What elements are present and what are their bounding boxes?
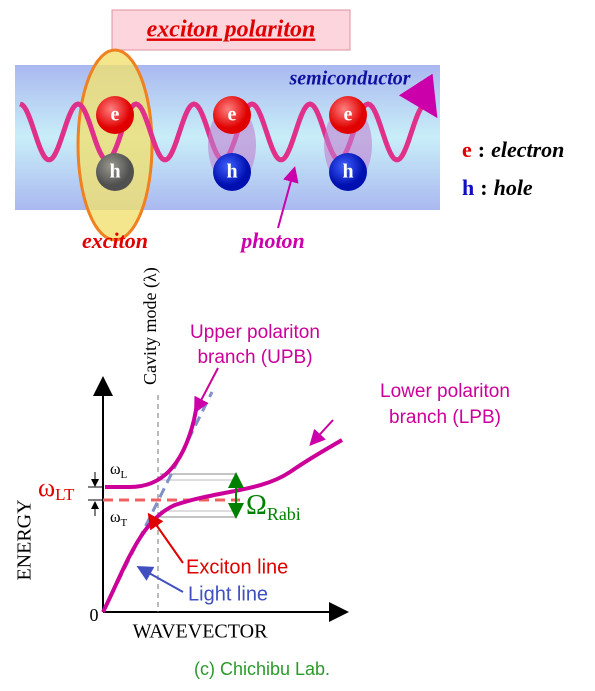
legend-symbol: e <box>462 137 472 162</box>
symbol: ω <box>38 473 55 502</box>
upper-branch <box>105 399 200 489</box>
electron-label: e <box>111 104 120 126</box>
medium-label: semiconductor <box>288 68 410 90</box>
light-arrow <box>136 566 184 593</box>
electron <box>213 96 251 134</box>
lpb-arrow <box>309 419 334 446</box>
title: exciton polariton <box>147 17 316 43</box>
lpb-label: Lower polariton <box>380 381 510 402</box>
upb-label: Upper polariton <box>190 322 320 343</box>
x-axis-label: WAVEVECTOR <box>133 621 268 643</box>
omega-l: ωL <box>110 461 128 481</box>
legend-label: electron <box>491 137 564 162</box>
legend-electron: e: electron <box>462 137 564 162</box>
y-axis-label: ENERGY <box>14 499 36 580</box>
symbol: ω <box>110 461 121 478</box>
legend-hole: h: hole <box>462 175 533 200</box>
legend-separator: : <box>480 175 487 200</box>
hole <box>96 153 134 191</box>
lpb-label: branch (LPB) <box>389 407 501 428</box>
exciton-label: exciton <box>82 228 148 253</box>
subscript: T <box>121 517 128 529</box>
hole <box>213 153 251 191</box>
electron <box>96 96 134 134</box>
omega-lt: ωLT <box>38 473 75 504</box>
upb-arrow <box>194 367 219 414</box>
exciton-arrow <box>147 512 184 564</box>
light-line-label: Light line <box>188 583 268 605</box>
electron-label: e <box>344 104 353 126</box>
hole-label: h <box>109 161 120 183</box>
title-box <box>111 9 351 51</box>
exciton-line-label: Exciton line <box>186 556 288 578</box>
rabi-label: ΩRabi <box>246 490 301 524</box>
subscript: L <box>121 469 128 481</box>
subscript: Rabi <box>267 504 301 524</box>
legend-separator: : <box>478 137 485 162</box>
cavity-mode-label: Cavity mode (λ) <box>140 267 161 385</box>
symbol: ω <box>110 509 121 526</box>
upb-label: branch (UPB) <box>197 347 312 368</box>
credit: (c) Chichibu Lab. <box>194 659 330 679</box>
legend-symbol: h <box>462 175 474 200</box>
lower-branch <box>101 438 344 613</box>
hole <box>329 153 367 191</box>
electron-label: e <box>228 104 237 126</box>
photon-arrow <box>277 166 299 229</box>
subscript: LT <box>55 485 75 504</box>
photon-label: photon <box>239 228 305 253</box>
hole-label: h <box>226 161 237 183</box>
legend-label: hole <box>494 175 533 200</box>
origin-label: 0 <box>90 605 99 625</box>
symbol: Ω <box>246 490 267 521</box>
omega-t: ωT <box>110 509 128 529</box>
hole-label: h <box>342 161 353 183</box>
electron <box>329 96 367 134</box>
